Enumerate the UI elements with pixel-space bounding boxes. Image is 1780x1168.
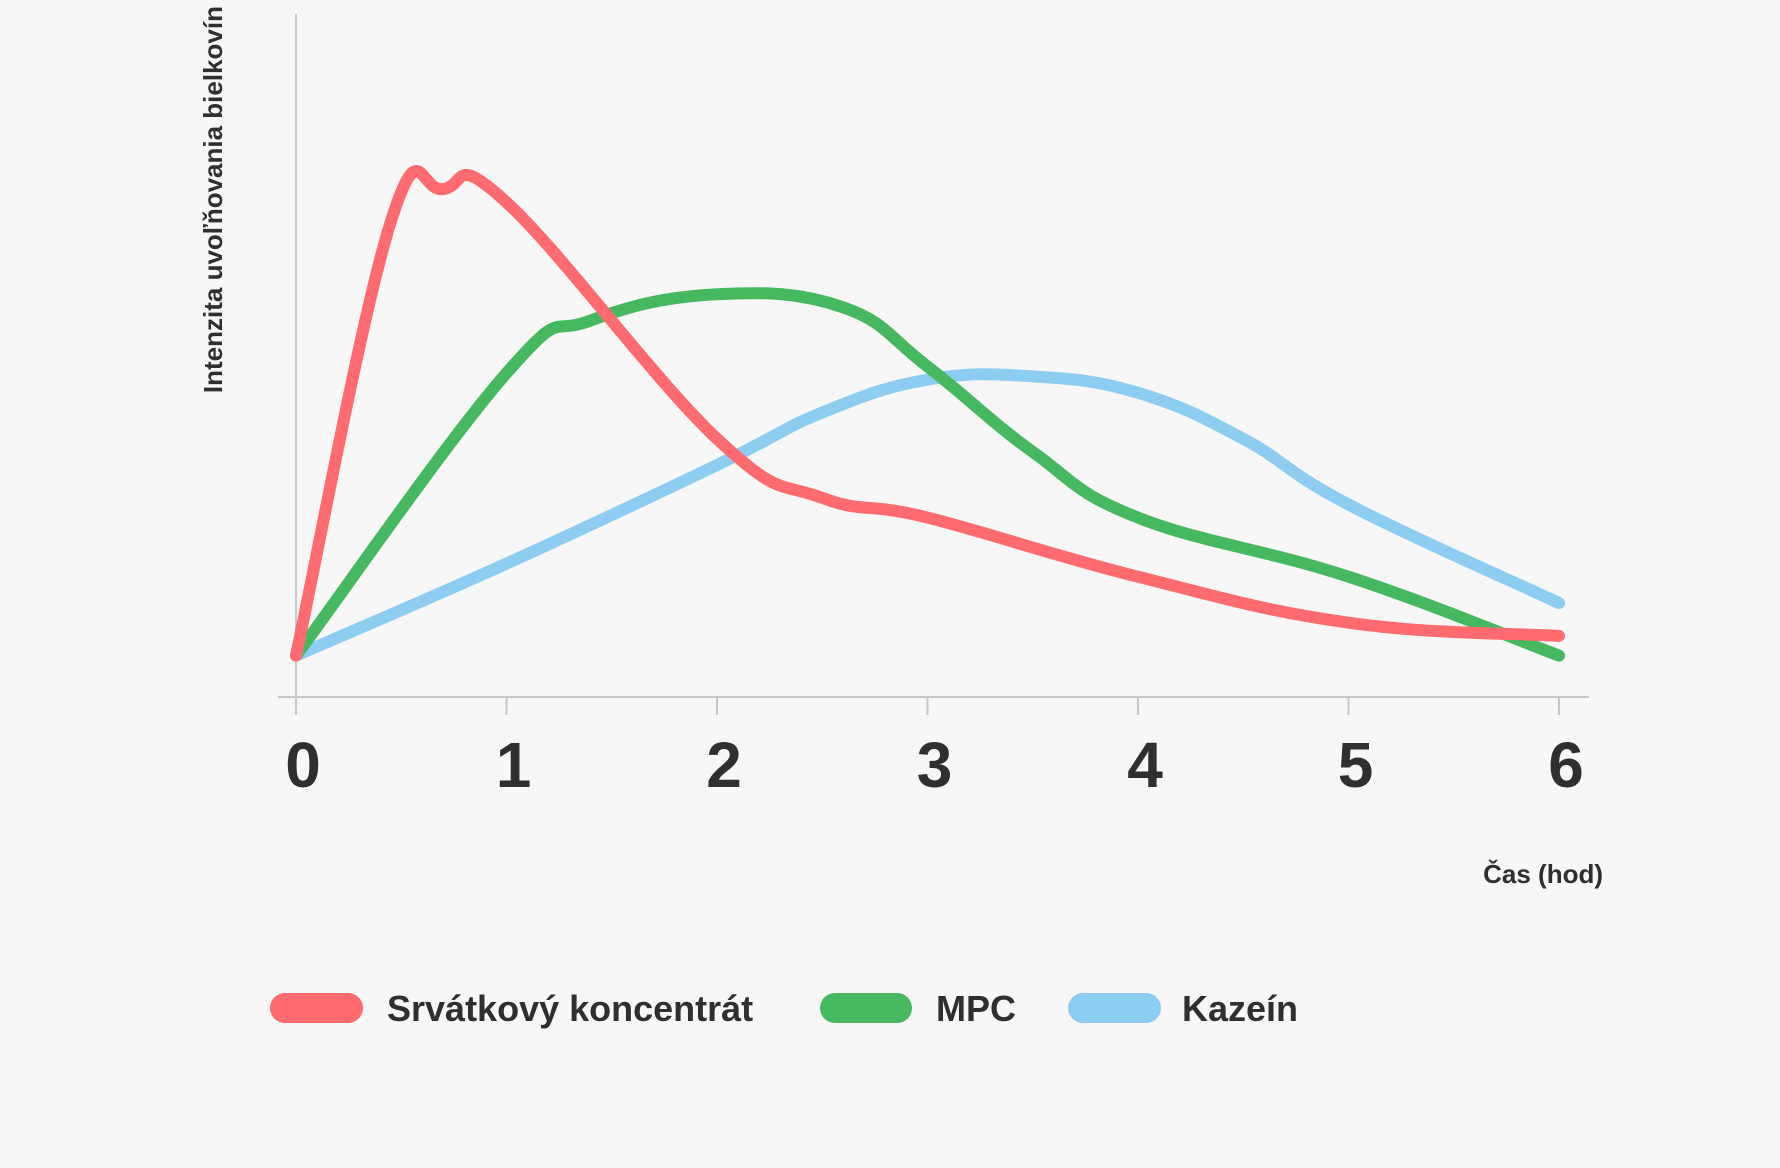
series-lines <box>290 165 1565 662</box>
x-tick-label: 2 <box>706 729 742 801</box>
legend-label: Kazeín <box>1182 988 1298 1029</box>
x-tick-label: 6 <box>1548 729 1584 801</box>
legend-label: MPC <box>936 988 1016 1029</box>
x-tick-label: 0 <box>285 729 321 801</box>
x-tick-label: 3 <box>917 729 953 801</box>
x-tick-label: 1 <box>496 729 532 801</box>
x-axis-title: Čas (hod) <box>1483 859 1603 889</box>
series-line-2 <box>290 368 1565 662</box>
x-ticks: 0 1 2 3 4 5 6 <box>285 697 1584 801</box>
series-line-0 <box>290 165 1565 662</box>
legend: Srvátkový koncentrát MPC Kazeín <box>270 988 1298 1029</box>
series-line-1 <box>290 287 1565 662</box>
legend-label: Srvátkový koncentrát <box>387 988 753 1029</box>
axes <box>278 14 1589 698</box>
y-axis-title: Intenzita uvoľňovania bielkovín <box>198 6 228 393</box>
x-tick-label: 4 <box>1127 729 1163 801</box>
x-tick-label: 5 <box>1338 729 1374 801</box>
